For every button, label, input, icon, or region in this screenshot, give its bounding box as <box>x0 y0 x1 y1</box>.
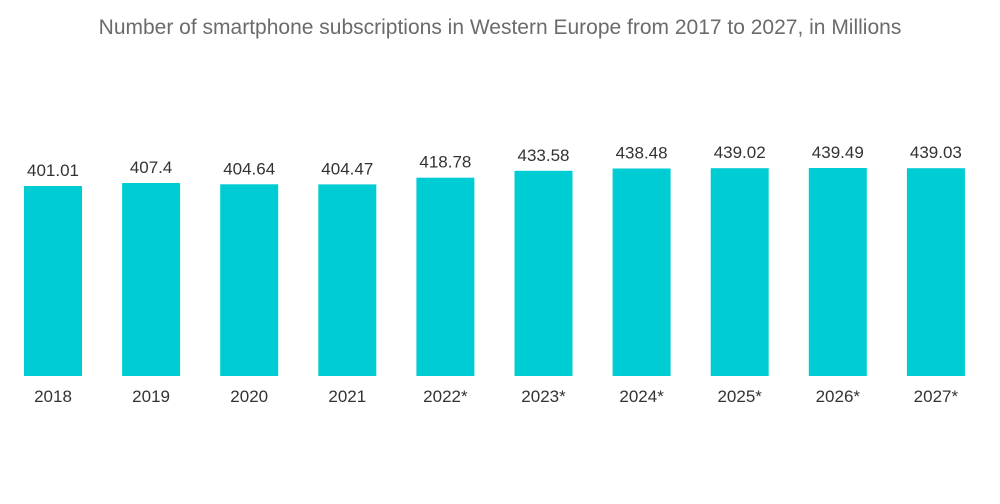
x-tick-label-2021: 2021 <box>328 387 366 406</box>
x-tick-label-2019: 2019 <box>132 387 170 406</box>
bar-2024* <box>612 168 671 376</box>
bar-2018 <box>24 186 82 376</box>
value-label-2022*: 418.78 <box>419 153 471 172</box>
bar-2023* <box>514 170 573 376</box>
bars-layer <box>24 168 965 376</box>
x-tick-label-2018: 2018 <box>34 387 72 406</box>
value-label-2025*: 439.02 <box>714 143 766 162</box>
bar-2022* <box>416 177 475 376</box>
x-tick-label-2025*: 2025* <box>717 387 762 406</box>
bar-2020 <box>220 184 279 376</box>
bar-2021 <box>318 184 377 376</box>
bar-2025* <box>710 168 769 376</box>
value-label-2021: 404.47 <box>321 159 373 178</box>
value-label-2026*: 439.49 <box>812 143 864 162</box>
value-label-2024*: 438.48 <box>616 144 668 163</box>
x-tick-label-2026*: 2026* <box>816 387 861 406</box>
bar-2027* <box>906 168 965 376</box>
value-label-2027*: 439.03 <box>910 143 962 162</box>
value-label-2019: 407.4 <box>130 158 173 177</box>
tick-labels-layer: 2018 2019 2020 2021 2022* 2023* 2024* 2025* 2026… <box>34 387 958 406</box>
bar-2019 <box>122 183 181 376</box>
value-labels-layer: 401.01 407.4 404.64 404.47 418.78 433.58 438.4… <box>27 143 962 180</box>
value-label-2020: 404.64 <box>223 159 275 178</box>
chart-title: Number of smartphone subscriptions in We… <box>98 16 902 39</box>
bar-2026* <box>808 168 867 376</box>
x-tick-label-2022*: 2022* <box>423 387 468 406</box>
value-label-2023*: 433.58 <box>518 146 570 165</box>
x-tick-label-2023*: 2023* <box>521 387 566 406</box>
x-tick-label-2020: 2020 <box>230 387 268 406</box>
value-label-2018: 401.01 <box>27 161 79 180</box>
x-tick-label-2027*: 2027* <box>914 387 959 406</box>
x-tick-label-2024*: 2024* <box>619 387 664 406</box>
